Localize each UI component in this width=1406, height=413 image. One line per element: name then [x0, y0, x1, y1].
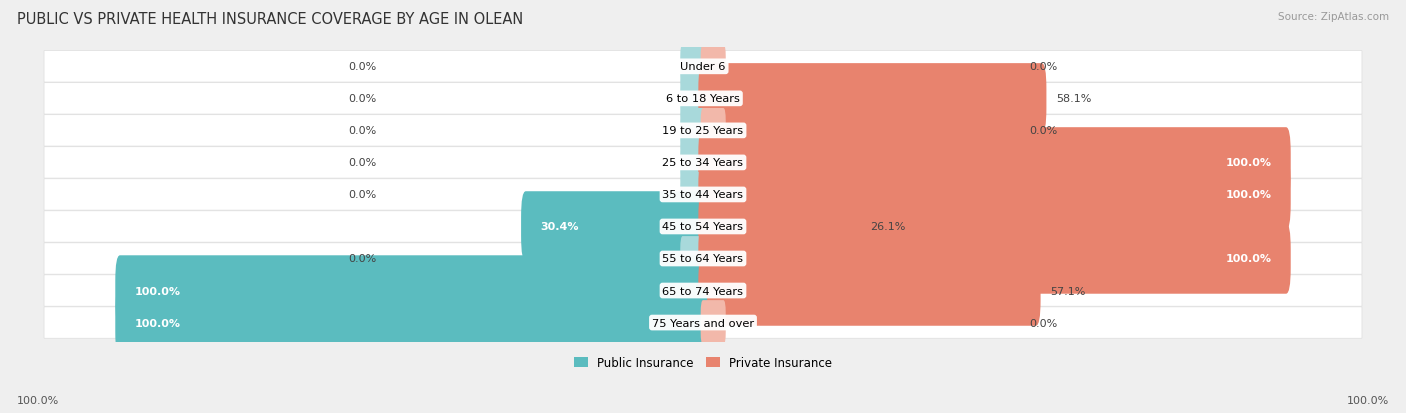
Text: 0.0%: 0.0%: [1029, 126, 1057, 136]
Text: 100.0%: 100.0%: [1226, 254, 1271, 264]
FancyBboxPatch shape: [44, 147, 1362, 179]
Text: 100.0%: 100.0%: [1226, 158, 1271, 168]
FancyBboxPatch shape: [44, 211, 1362, 242]
FancyBboxPatch shape: [115, 287, 707, 358]
FancyBboxPatch shape: [699, 224, 1291, 294]
FancyBboxPatch shape: [681, 45, 706, 90]
FancyBboxPatch shape: [700, 300, 725, 345]
FancyBboxPatch shape: [681, 141, 706, 185]
FancyBboxPatch shape: [44, 179, 1362, 211]
FancyBboxPatch shape: [115, 256, 707, 326]
Text: 75 Years and over: 75 Years and over: [652, 318, 754, 328]
FancyBboxPatch shape: [44, 115, 1362, 147]
Text: 100.0%: 100.0%: [135, 286, 180, 296]
Text: 26.1%: 26.1%: [870, 222, 905, 232]
FancyBboxPatch shape: [681, 237, 706, 281]
Text: 100.0%: 100.0%: [1226, 190, 1271, 200]
Legend: Public Insurance, Private Insurance: Public Insurance, Private Insurance: [569, 352, 837, 374]
FancyBboxPatch shape: [44, 243, 1362, 275]
Text: 0.0%: 0.0%: [349, 254, 377, 264]
Text: 0.0%: 0.0%: [349, 158, 377, 168]
Text: 57.1%: 57.1%: [1050, 286, 1085, 296]
Text: 0.0%: 0.0%: [349, 94, 377, 104]
FancyBboxPatch shape: [44, 275, 1362, 306]
Text: 19 to 25 Years: 19 to 25 Years: [662, 126, 744, 136]
FancyBboxPatch shape: [681, 77, 706, 121]
FancyBboxPatch shape: [699, 256, 1040, 326]
Text: 45 to 54 Years: 45 to 54 Years: [662, 222, 744, 232]
FancyBboxPatch shape: [699, 128, 1291, 198]
FancyBboxPatch shape: [699, 64, 1046, 134]
Text: 100.0%: 100.0%: [1347, 395, 1389, 405]
Text: 6 to 18 Years: 6 to 18 Years: [666, 94, 740, 104]
Text: Source: ZipAtlas.com: Source: ZipAtlas.com: [1278, 12, 1389, 22]
Text: 55 to 64 Years: 55 to 64 Years: [662, 254, 744, 264]
FancyBboxPatch shape: [699, 192, 860, 262]
Text: 0.0%: 0.0%: [349, 190, 377, 200]
Text: 35 to 44 Years: 35 to 44 Years: [662, 190, 744, 200]
Text: Under 6: Under 6: [681, 62, 725, 72]
Text: 25 to 34 Years: 25 to 34 Years: [662, 158, 744, 168]
FancyBboxPatch shape: [522, 192, 707, 262]
FancyBboxPatch shape: [700, 109, 725, 154]
Text: 0.0%: 0.0%: [1029, 62, 1057, 72]
FancyBboxPatch shape: [44, 83, 1362, 115]
Text: 0.0%: 0.0%: [349, 126, 377, 136]
FancyBboxPatch shape: [44, 307, 1362, 338]
FancyBboxPatch shape: [700, 45, 725, 90]
FancyBboxPatch shape: [681, 109, 706, 154]
Text: 100.0%: 100.0%: [17, 395, 59, 405]
Text: 65 to 74 Years: 65 to 74 Years: [662, 286, 744, 296]
Text: 0.0%: 0.0%: [1029, 318, 1057, 328]
FancyBboxPatch shape: [44, 52, 1362, 83]
FancyBboxPatch shape: [699, 160, 1291, 230]
Text: 30.4%: 30.4%: [540, 222, 579, 232]
Text: 100.0%: 100.0%: [135, 318, 180, 328]
Text: 58.1%: 58.1%: [1056, 94, 1091, 104]
FancyBboxPatch shape: [681, 173, 706, 217]
Text: PUBLIC VS PRIVATE HEALTH INSURANCE COVERAGE BY AGE IN OLEAN: PUBLIC VS PRIVATE HEALTH INSURANCE COVER…: [17, 12, 523, 27]
Text: 0.0%: 0.0%: [349, 62, 377, 72]
